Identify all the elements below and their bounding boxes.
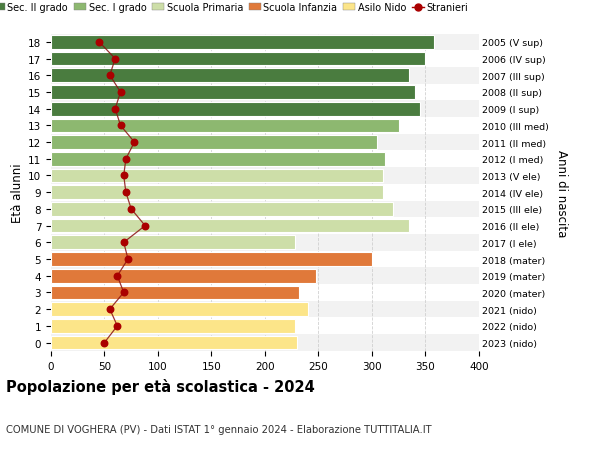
- Bar: [51, 219, 409, 233]
- Bar: [51, 236, 295, 250]
- Bar: [51, 118, 479, 134]
- Bar: [51, 69, 409, 83]
- Point: [130, 139, 139, 146]
- Point: [113, 273, 122, 280]
- Point: [119, 173, 128, 180]
- Legend: Sec. II grado, Sec. I grado, Scuola Primaria, Scuola Infanzia, Asilo Nido, Stran: Sec. II grado, Sec. I grado, Scuola Prim…: [0, 0, 472, 17]
- Bar: [51, 252, 372, 266]
- Text: Popolazione per età scolastica - 2024: Popolazione per età scolastica - 2024: [6, 379, 315, 395]
- Bar: [51, 101, 479, 118]
- Point: [116, 89, 125, 96]
- Y-axis label: Anni di nascita: Anni di nascita: [555, 149, 568, 236]
- Point: [119, 239, 128, 246]
- Bar: [51, 335, 479, 351]
- Bar: [51, 286, 299, 300]
- Point: [105, 73, 115, 80]
- Bar: [51, 169, 383, 183]
- Point: [123, 256, 133, 263]
- Point: [105, 306, 115, 313]
- Bar: [51, 319, 295, 333]
- Bar: [51, 301, 479, 318]
- Bar: [51, 285, 479, 301]
- Bar: [51, 34, 479, 51]
- Text: COMUNE DI VOGHERA (PV) - Dati ISTAT 1° gennaio 2024 - Elaborazione TUTTITALIA.IT: COMUNE DI VOGHERA (PV) - Dati ISTAT 1° g…: [6, 425, 431, 435]
- Bar: [51, 202, 393, 216]
- Point: [119, 289, 128, 297]
- Bar: [51, 84, 479, 101]
- Bar: [51, 218, 479, 235]
- Bar: [51, 134, 479, 151]
- Bar: [51, 186, 383, 200]
- Bar: [51, 36, 434, 50]
- Bar: [51, 51, 479, 68]
- Point: [94, 39, 104, 46]
- Bar: [51, 168, 479, 185]
- Bar: [51, 318, 479, 335]
- Y-axis label: Età alunni: Età alunni: [11, 163, 24, 223]
- Point: [127, 206, 136, 213]
- Point: [121, 156, 131, 163]
- Bar: [51, 269, 316, 283]
- Bar: [51, 68, 479, 84]
- Bar: [51, 268, 479, 285]
- Bar: [51, 336, 297, 350]
- Point: [140, 223, 150, 230]
- Point: [116, 123, 125, 130]
- Point: [110, 56, 120, 63]
- Bar: [51, 151, 479, 168]
- Bar: [51, 235, 479, 251]
- Bar: [51, 53, 425, 66]
- Bar: [51, 152, 385, 166]
- Bar: [51, 119, 398, 133]
- Point: [100, 339, 109, 347]
- Point: [110, 106, 120, 113]
- Point: [113, 323, 122, 330]
- Bar: [51, 136, 377, 150]
- Bar: [51, 302, 308, 316]
- Bar: [51, 251, 479, 268]
- Bar: [51, 185, 479, 201]
- Bar: [51, 201, 479, 218]
- Bar: [51, 103, 420, 116]
- Point: [121, 189, 131, 196]
- Bar: [51, 86, 415, 100]
